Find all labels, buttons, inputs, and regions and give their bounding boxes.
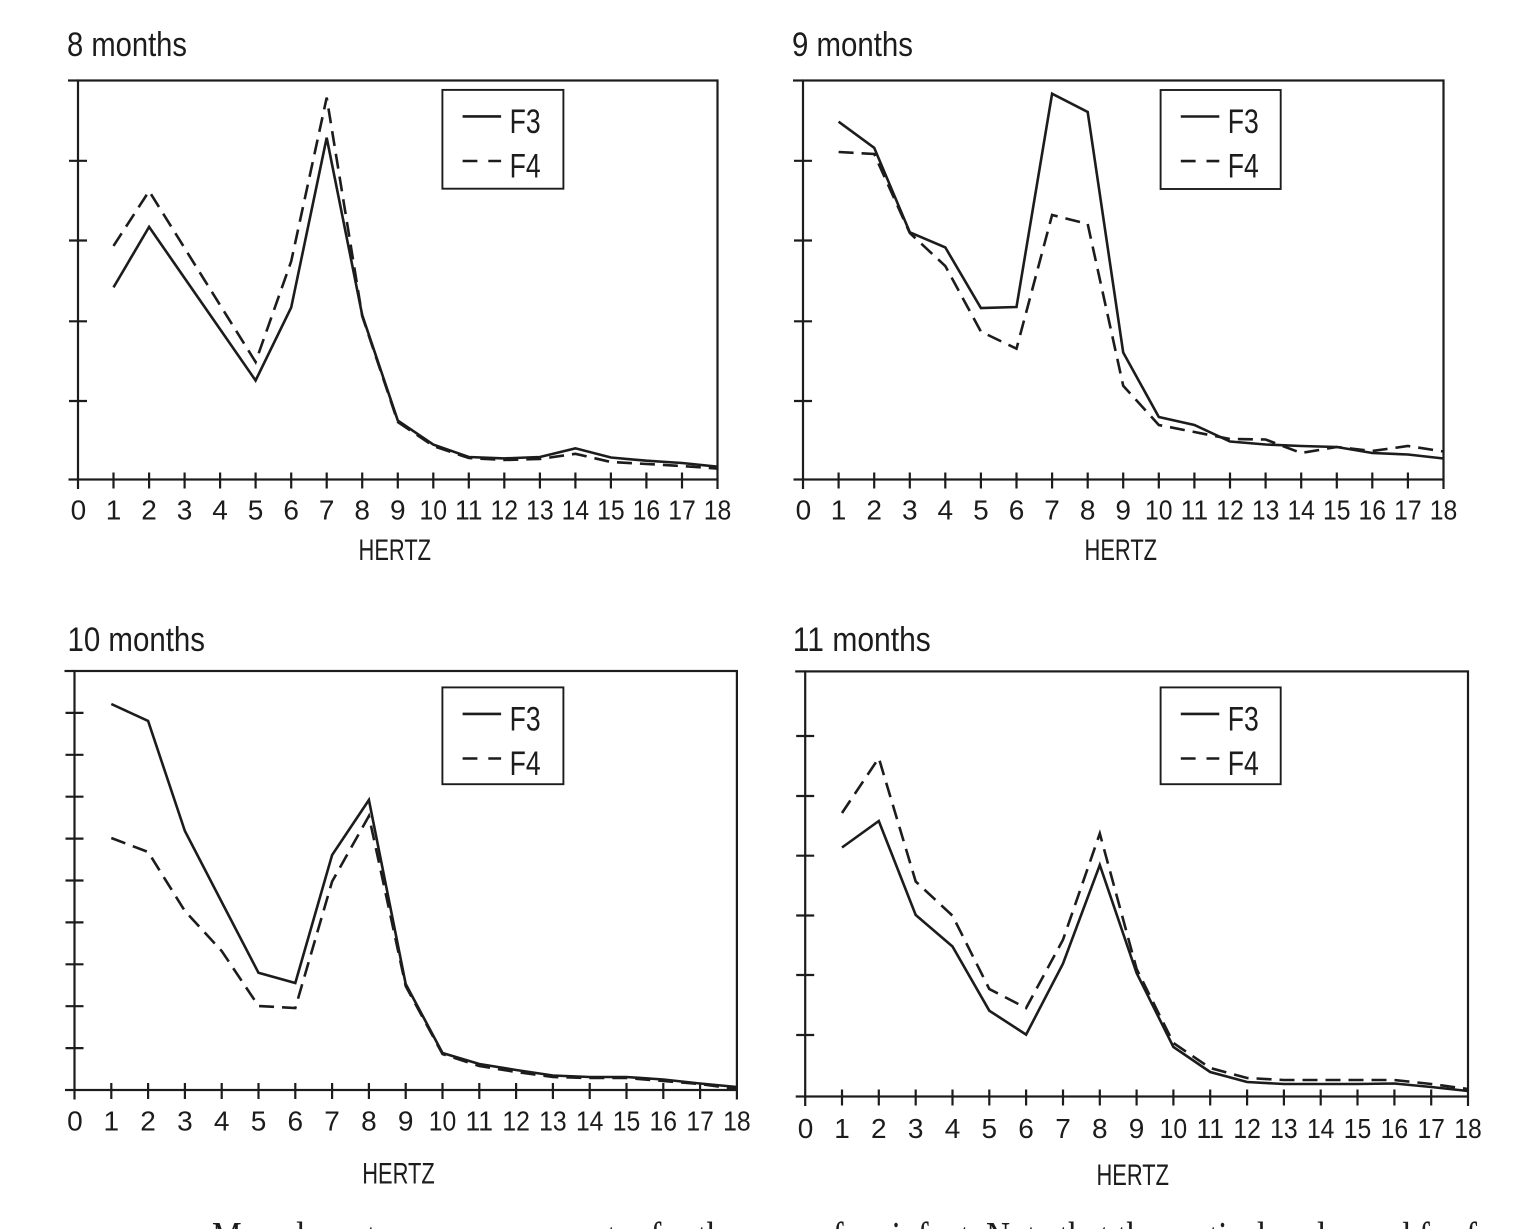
svg-text:12: 12: [491, 495, 519, 526]
svg-text:3: 3: [908, 1113, 924, 1144]
svg-text:14: 14: [1307, 1113, 1335, 1144]
svg-text:8: 8: [1080, 495, 1096, 526]
svg-text:F3: F3: [1228, 103, 1259, 141]
svg-text:6: 6: [1018, 1113, 1034, 1144]
svg-text:4: 4: [945, 1113, 961, 1144]
svg-text:4: 4: [214, 1105, 230, 1136]
svg-text:2: 2: [871, 1113, 887, 1144]
svg-text:3: 3: [177, 1105, 193, 1136]
svg-text:18: 18: [1430, 495, 1458, 526]
svg-text:Mean long-term average spectra: Mean long-term average spectra for the c…: [212, 1215, 1477, 1229]
svg-text:17: 17: [1417, 1113, 1445, 1144]
svg-text:15: 15: [613, 1105, 641, 1136]
svg-text:9: 9: [390, 495, 406, 526]
svg-text:6: 6: [283, 495, 299, 526]
svg-text:9: 9: [1129, 1113, 1145, 1144]
svg-text:15: 15: [597, 495, 625, 526]
svg-text:18: 18: [1454, 1113, 1482, 1144]
svg-text:13: 13: [539, 1105, 567, 1136]
svg-text:14: 14: [576, 1105, 604, 1136]
svg-text:0: 0: [71, 495, 87, 526]
svg-text:14: 14: [562, 495, 590, 526]
svg-text:F4: F4: [510, 745, 541, 783]
svg-text:HERTZ: HERTZ: [1085, 534, 1158, 567]
svg-text:0: 0: [67, 1105, 83, 1136]
svg-text:9: 9: [398, 1105, 414, 1136]
svg-text:2: 2: [140, 1105, 156, 1136]
svg-text:5: 5: [248, 495, 264, 526]
svg-text:11: 11: [1196, 1113, 1224, 1144]
svg-text:F4: F4: [510, 148, 541, 186]
svg-text:8: 8: [354, 495, 370, 526]
svg-text:7: 7: [1044, 495, 1060, 526]
svg-text:F4: F4: [1228, 745, 1259, 783]
svg-text:F3: F3: [510, 701, 541, 739]
svg-text:5: 5: [251, 1105, 267, 1136]
svg-text:5: 5: [973, 495, 989, 526]
svg-text:1: 1: [104, 1105, 120, 1136]
svg-text:HERTZ: HERTZ: [362, 1158, 435, 1191]
svg-text:18: 18: [704, 495, 732, 526]
svg-text:17: 17: [668, 495, 696, 526]
svg-text:16: 16: [650, 1105, 678, 1136]
svg-text:10: 10: [1160, 1113, 1188, 1144]
svg-text:4: 4: [938, 495, 954, 526]
svg-text:6: 6: [288, 1105, 304, 1136]
svg-text:F3: F3: [510, 103, 541, 141]
svg-text:0: 0: [798, 1113, 814, 1144]
svg-text:13: 13: [526, 495, 554, 526]
svg-text:10 months: 10 months: [68, 621, 206, 659]
svg-text:15: 15: [1323, 495, 1351, 526]
svg-text:3: 3: [177, 495, 193, 526]
svg-text:15: 15: [1344, 1113, 1372, 1144]
svg-text:16: 16: [1359, 495, 1387, 526]
svg-text:9 months: 9 months: [792, 26, 913, 64]
svg-text:8 months: 8 months: [67, 26, 187, 64]
svg-text:17: 17: [686, 1105, 714, 1136]
svg-text:0: 0: [796, 495, 812, 526]
svg-text:11: 11: [455, 495, 483, 526]
svg-text:16: 16: [1381, 1113, 1409, 1144]
svg-text:2: 2: [866, 495, 882, 526]
svg-text:7: 7: [319, 495, 335, 526]
svg-text:10: 10: [429, 1105, 457, 1136]
svg-text:HERTZ: HERTZ: [359, 534, 432, 567]
svg-text:1: 1: [831, 495, 847, 526]
svg-text:11 months: 11 months: [793, 621, 931, 659]
svg-text:12: 12: [1233, 1113, 1261, 1144]
svg-text:5: 5: [982, 1113, 998, 1144]
svg-text:18: 18: [723, 1105, 751, 1136]
svg-text:12: 12: [502, 1105, 530, 1136]
svg-text:9: 9: [1115, 495, 1131, 526]
svg-text:17: 17: [1394, 495, 1422, 526]
svg-text:7: 7: [1055, 1113, 1071, 1144]
svg-text:3: 3: [902, 495, 918, 526]
svg-text:16: 16: [633, 495, 661, 526]
svg-text:8: 8: [361, 1105, 377, 1136]
svg-text:10: 10: [420, 495, 448, 526]
svg-text:1: 1: [834, 1113, 850, 1144]
svg-text:7: 7: [324, 1105, 340, 1136]
svg-text:11: 11: [466, 1105, 494, 1136]
svg-text:12: 12: [1216, 495, 1244, 526]
svg-text:14: 14: [1287, 495, 1315, 526]
svg-text:11: 11: [1181, 495, 1209, 526]
svg-text:HERTZ: HERTZ: [1096, 1159, 1169, 1192]
svg-text:1: 1: [106, 495, 122, 526]
svg-text:2: 2: [141, 495, 157, 526]
svg-text:6: 6: [1009, 495, 1025, 526]
svg-text:13: 13: [1270, 1113, 1298, 1144]
svg-text:F4: F4: [1228, 148, 1259, 186]
svg-text:8: 8: [1092, 1113, 1108, 1144]
svg-text:10: 10: [1145, 495, 1173, 526]
svg-text:4: 4: [212, 495, 228, 526]
svg-text:F3: F3: [1228, 701, 1259, 739]
svg-text:13: 13: [1252, 495, 1280, 526]
